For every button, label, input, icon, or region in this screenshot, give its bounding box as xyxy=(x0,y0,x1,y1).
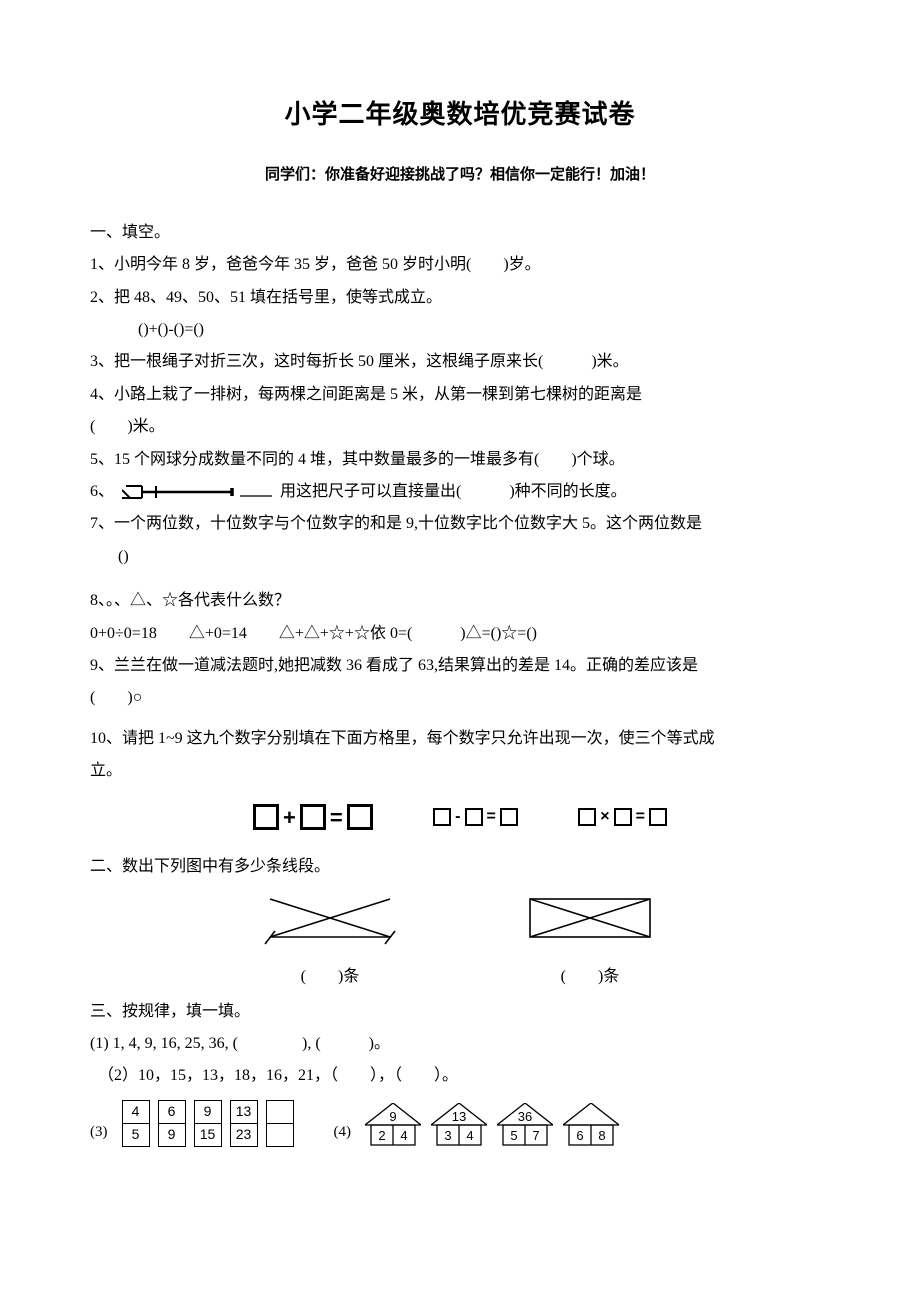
q7b: () xyxy=(90,542,830,572)
q1: 1、小明今年 8 岁，爸爸今年 35 岁，爸爸 50 岁时小明( )岁。 xyxy=(90,250,830,280)
section-2-figures: ( )条 ( )条 xyxy=(90,889,830,993)
q10-boxes: += -= ×= xyxy=(90,797,830,839)
figure-1 xyxy=(260,889,400,949)
house: 3657 xyxy=(497,1103,553,1147)
s3-label-4: (4) xyxy=(334,1118,352,1147)
q9a: 9、兰兰在做一道减法题时,她把减数 36 看成了 63,结果算出的差是 14。正… xyxy=(90,651,830,681)
domino: 45 xyxy=(122,1100,150,1147)
q6a: 6、 xyxy=(90,483,114,500)
svg-text:4: 4 xyxy=(400,1128,407,1143)
domino-sequence: 4569 915 1323 xyxy=(122,1100,294,1147)
q4b: ( )米。 xyxy=(90,412,830,442)
svg-text:7: 7 xyxy=(532,1128,539,1143)
svg-text:3: 3 xyxy=(444,1128,451,1143)
svg-text:6: 6 xyxy=(576,1128,583,1143)
svg-text:36: 36 xyxy=(518,1109,532,1124)
q10b: 立。 xyxy=(90,756,830,786)
q2a: 2、把 48、49、50、51 填在括号里，使等式成立。 xyxy=(90,283,830,313)
q3: 3、把一根绳子对折三次，这时每折长 50 厘米，这根绳子原来长( )米。 xyxy=(90,347,830,377)
q2b: ()+()-()=() xyxy=(90,315,830,345)
house: 924 xyxy=(365,1103,421,1147)
q10a: 10、请把 1~9 这九个数字分别填在下面方格里，每个数字只允许出现一次，使三个… xyxy=(90,724,830,754)
q6b: 用这把尺子可以直接量出( )种不同的长度。 xyxy=(280,483,627,500)
domino xyxy=(266,1100,294,1147)
svg-text:13: 13 xyxy=(452,1109,466,1124)
s3-label-3: (3) xyxy=(90,1118,108,1147)
svg-text:4: 4 xyxy=(466,1128,473,1143)
q8b: 0+0÷0=18 △+0=14 △+△+☆+☆依 0=( )△=()☆=() xyxy=(90,619,830,649)
s3-q1: (1) 1, 4, 9, 16, 25, 36, ( ), ( )。 xyxy=(90,1029,830,1059)
section-1-heading: 一、填空。 xyxy=(90,218,830,248)
svg-text:8: 8 xyxy=(598,1128,605,1143)
s3-q3-q4: (3) 45699151323 (4) 9241334365768 xyxy=(90,1100,830,1147)
svg-text:2: 2 xyxy=(378,1128,385,1143)
section-2-heading: 二、数出下列图中有多少条线段。 xyxy=(90,852,830,882)
figure-1-caption: ( )条 xyxy=(260,962,400,992)
q8a: 8、。、△、☆各代表什么数？ xyxy=(90,586,830,616)
q5: 5、15 个网球分成数量不同的 4 堆，其中数量最多的一堆最多有( )个球。 xyxy=(90,445,830,475)
domino: 69 xyxy=(158,1100,186,1147)
subtitle: 同学们：你准备好迎接挑战了吗？相信你一定能行！加油！ xyxy=(90,161,830,190)
house: 68 xyxy=(563,1103,619,1147)
house-sequence: 9241334365768 xyxy=(365,1103,619,1147)
ruler-icon xyxy=(122,482,272,502)
house: 1334 xyxy=(431,1103,487,1147)
figure-2 xyxy=(520,889,660,949)
page-title: 小学二年级奥数培优竞赛试卷 xyxy=(90,90,830,139)
domino: 1323 xyxy=(230,1100,258,1147)
q9b: ( )○ xyxy=(90,683,830,713)
s3-q2: （2）10，15，13，18，16，21，（ ），（ ）。 xyxy=(90,1061,830,1091)
q7a: 7、一个两位数，十位数字与个位数字的和是 9,十位数字比个位数字大 5。这个两位… xyxy=(90,509,830,539)
q6: 6、 用这把尺子可以直接量出( )种不同的长度。 xyxy=(90,477,830,507)
q4a: 4、小路上栽了一排树，每两棵之间距离是 5 米，从第一棵到第七棵树的距离是 xyxy=(90,380,830,410)
svg-text:5: 5 xyxy=(510,1128,517,1143)
figure-2-caption: ( )条 xyxy=(520,962,660,992)
domino: 915 xyxy=(194,1100,222,1147)
section-3-heading: 三、按规律，填一填。 xyxy=(90,997,830,1027)
svg-text:9: 9 xyxy=(389,1109,396,1124)
